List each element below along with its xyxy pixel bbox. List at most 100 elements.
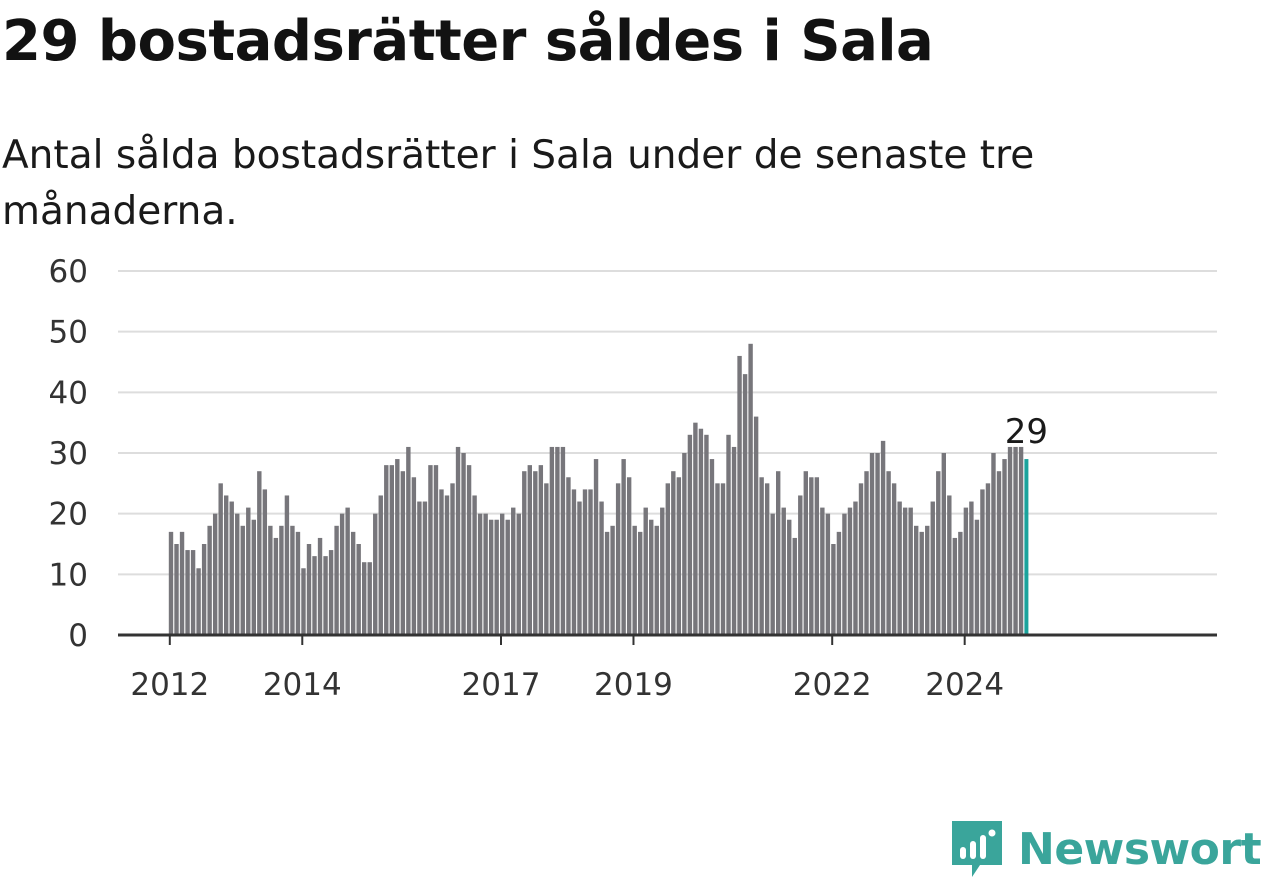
bar (842, 513, 847, 635)
bar (787, 519, 792, 635)
bar (781, 507, 786, 635)
y-tick-label: 0 (68, 618, 88, 654)
bar (798, 495, 803, 635)
bar (980, 489, 985, 635)
bar (869, 453, 875, 635)
bar (461, 453, 466, 635)
bar (511, 507, 516, 635)
bar (925, 525, 930, 635)
bar (698, 428, 704, 635)
y-tick-label: 50 (49, 315, 88, 351)
bar (671, 471, 676, 635)
bar (179, 531, 185, 635)
bar (908, 507, 913, 635)
bar (880, 440, 886, 635)
bar (411, 477, 417, 635)
bar (682, 453, 687, 635)
bar (875, 453, 880, 635)
bar (549, 446, 555, 635)
y-tick-label: 30 (49, 436, 88, 472)
bar (428, 465, 433, 635)
y-tick-label: 20 (49, 497, 88, 533)
bar (626, 477, 632, 635)
chart-title: 29 bostadsrätter såldes i Sala (2, 9, 934, 74)
bar (268, 525, 273, 635)
bar (1007, 446, 1013, 635)
bar (737, 355, 742, 635)
bar (339, 513, 345, 635)
y-tick-label: 60 (49, 254, 88, 290)
bar (367, 562, 372, 635)
bar (229, 501, 234, 635)
brand-logo: Newsworthy (952, 818, 1262, 880)
chart-subtitle: Antal sålda bostadsrätter i Sala under d… (2, 133, 1035, 234)
bar (345, 507, 350, 635)
bar (847, 507, 853, 635)
highlight-bar (1024, 459, 1029, 635)
bar (792, 537, 797, 635)
bar (610, 525, 615, 635)
bar (731, 446, 737, 635)
bar (560, 446, 566, 635)
bar (400, 471, 406, 635)
bar (235, 513, 240, 635)
bar (902, 507, 908, 635)
bar (831, 544, 836, 635)
bar (704, 434, 709, 635)
bar (720, 483, 726, 635)
bar (527, 465, 532, 635)
x-tick-label: 2017 (462, 667, 541, 703)
bar (643, 507, 648, 635)
bar (897, 501, 902, 635)
bar (814, 477, 820, 635)
x-tick-label: 2022 (793, 667, 872, 703)
bar (593, 459, 599, 635)
bar (599, 501, 604, 635)
bar (914, 525, 919, 635)
bar (477, 513, 483, 635)
bar (958, 531, 963, 635)
bar (991, 453, 996, 635)
bar (709, 459, 715, 635)
bar (212, 513, 218, 635)
bar (378, 495, 383, 635)
bar (522, 471, 527, 635)
bar (422, 501, 428, 635)
bar (825, 513, 831, 635)
bar (582, 489, 588, 635)
bar (306, 544, 312, 635)
bar (803, 471, 808, 635)
bar (1013, 446, 1018, 635)
bar (334, 525, 339, 635)
axes (118, 633, 1217, 645)
bar (753, 416, 759, 635)
bar (544, 483, 549, 635)
highlight-value-label: 29 (1005, 412, 1048, 452)
bar (262, 489, 268, 635)
bar (660, 507, 665, 635)
bar (218, 483, 223, 635)
y-tick-label: 40 (49, 375, 88, 411)
bar (246, 507, 251, 635)
bar (444, 495, 450, 635)
bar (257, 471, 262, 635)
bar (538, 465, 544, 635)
bar (483, 513, 488, 635)
bar (588, 489, 593, 635)
bar (864, 471, 869, 635)
bar (985, 483, 991, 635)
bar (996, 471, 1002, 635)
bar (621, 459, 626, 635)
bar (240, 525, 245, 635)
newsworthy-logo-icon (952, 821, 1002, 877)
bar (201, 544, 207, 635)
bar (450, 483, 455, 635)
bar (836, 531, 842, 635)
bar (919, 531, 924, 635)
bar (488, 519, 494, 635)
bar (770, 513, 775, 635)
bar (273, 537, 279, 635)
bar (604, 531, 610, 635)
bar (417, 501, 422, 635)
